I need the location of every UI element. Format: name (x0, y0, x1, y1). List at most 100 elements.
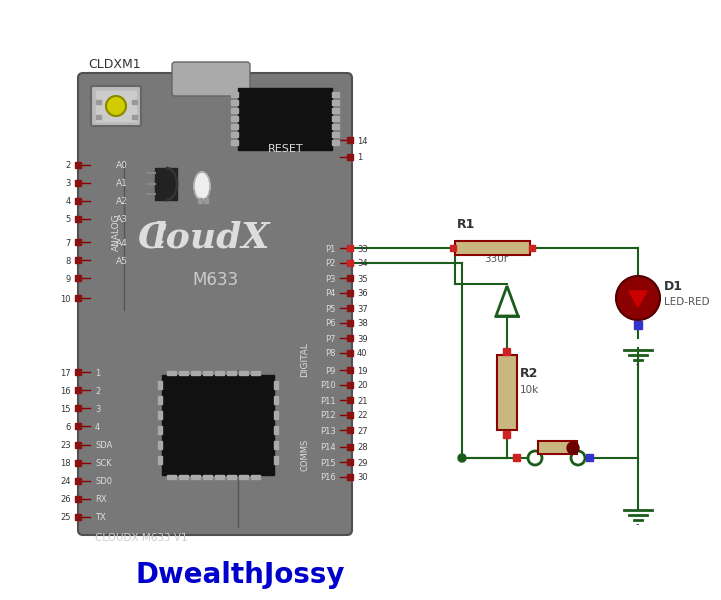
Bar (75, 514, 81, 520)
Text: 39: 39 (357, 335, 368, 343)
Text: 18: 18 (61, 460, 71, 469)
Text: P15: P15 (320, 458, 336, 467)
Circle shape (106, 96, 126, 116)
Bar (75, 295, 81, 301)
Bar (529, 245, 535, 251)
Text: P8: P8 (325, 349, 336, 358)
Text: -: - (636, 519, 640, 529)
Text: A2: A2 (116, 197, 128, 206)
Text: 10k: 10k (520, 385, 539, 395)
Bar (347, 320, 353, 326)
Text: P14: P14 (320, 443, 336, 452)
Bar (251, 371, 260, 375)
Bar (167, 475, 176, 479)
Circle shape (567, 442, 579, 454)
Bar (75, 162, 81, 168)
Text: DwealthJossy: DwealthJossy (136, 561, 345, 589)
Bar (96, 100, 101, 104)
Text: RESET: RESET (268, 144, 304, 154)
Text: P16: P16 (320, 473, 336, 482)
Text: 29: 29 (357, 458, 368, 467)
Text: 4: 4 (95, 422, 100, 431)
FancyBboxPatch shape (78, 73, 352, 535)
Text: 15: 15 (61, 404, 71, 413)
Text: M633: M633 (192, 271, 238, 289)
Bar (497, 355, 517, 430)
Bar (75, 369, 81, 375)
Text: P7: P7 (325, 335, 336, 343)
Bar (231, 108, 238, 113)
Bar (132, 100, 137, 104)
Text: P9: P9 (326, 367, 336, 376)
Bar (347, 245, 353, 251)
Bar (274, 456, 278, 464)
Bar (75, 180, 81, 186)
Bar (455, 241, 530, 255)
Bar (347, 427, 353, 433)
Bar (231, 132, 238, 137)
Bar (347, 459, 353, 465)
Bar (203, 475, 212, 479)
Bar (347, 335, 353, 341)
Bar (158, 411, 162, 419)
Bar (167, 371, 176, 375)
Text: CLDXM1: CLDXM1 (88, 58, 141, 71)
Circle shape (616, 276, 660, 320)
Bar (231, 140, 238, 145)
Text: 2: 2 (66, 161, 71, 170)
Text: A5: A5 (116, 257, 128, 265)
Text: P11: P11 (320, 397, 336, 406)
Text: 6: 6 (66, 422, 71, 431)
Bar (75, 496, 81, 502)
Bar (347, 260, 353, 266)
Text: 35: 35 (357, 275, 368, 283)
Bar (158, 456, 162, 464)
Bar (215, 475, 224, 479)
Text: 16: 16 (61, 386, 71, 395)
Bar (75, 442, 81, 448)
Text: 3: 3 (95, 404, 100, 413)
Bar (75, 216, 81, 222)
Text: P13: P13 (320, 427, 336, 436)
Text: 25: 25 (61, 514, 71, 523)
Bar (75, 478, 81, 484)
Text: 37: 37 (357, 304, 368, 313)
Text: RX: RX (95, 496, 107, 505)
Text: P6: P6 (325, 319, 336, 329)
Bar (191, 475, 200, 479)
Bar (239, 475, 248, 479)
Bar (332, 140, 339, 145)
Polygon shape (629, 291, 647, 307)
Bar (503, 431, 510, 438)
Text: 3: 3 (66, 179, 71, 188)
Text: 1: 1 (357, 154, 362, 163)
Bar (347, 382, 353, 388)
Bar (538, 441, 577, 454)
Text: 5: 5 (66, 215, 71, 224)
Text: 20: 20 (357, 382, 368, 391)
Bar (274, 441, 278, 449)
Bar (347, 305, 353, 311)
Text: 4: 4 (66, 197, 71, 206)
Bar (332, 116, 339, 121)
Bar (332, 108, 339, 113)
Text: -: - (636, 359, 640, 369)
Bar (347, 397, 353, 403)
Text: A4: A4 (116, 238, 128, 247)
Bar (227, 371, 236, 375)
Text: CLOUDX M633 V1: CLOUDX M633 V1 (95, 533, 187, 543)
Circle shape (458, 454, 466, 462)
Text: A0: A0 (116, 161, 128, 170)
Text: P2: P2 (326, 259, 336, 269)
Bar (227, 475, 236, 479)
Bar (75, 460, 81, 466)
Text: P3: P3 (325, 275, 336, 283)
Bar (132, 115, 137, 119)
Text: SCK: SCK (95, 460, 112, 469)
FancyBboxPatch shape (91, 86, 141, 126)
Bar (158, 426, 162, 434)
Bar (347, 474, 353, 480)
Bar (204, 198, 208, 203)
Bar (332, 132, 339, 137)
Text: A3: A3 (116, 215, 128, 224)
